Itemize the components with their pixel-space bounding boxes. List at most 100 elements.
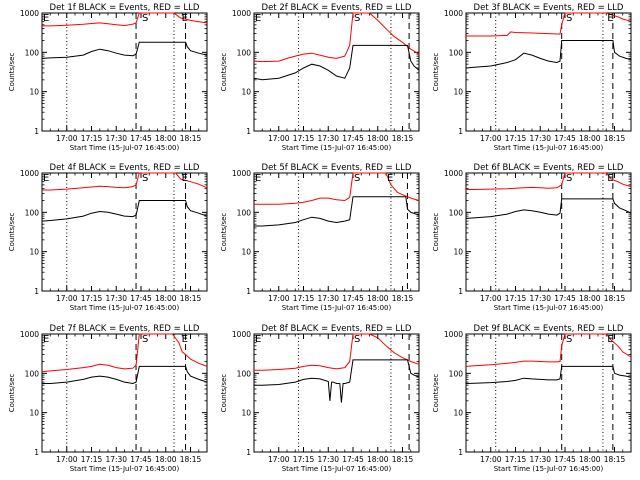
plot-frame xyxy=(254,334,419,452)
x-tick-label: 18:15 xyxy=(392,134,414,143)
interval-marker: S xyxy=(354,173,360,184)
panel-title: Det 8f BLACK = Events, RED = LLD xyxy=(262,324,412,334)
interval-marker: S xyxy=(566,334,572,345)
x-tick-label: 17:30 xyxy=(529,134,551,143)
events-series-line xyxy=(254,360,419,403)
y-tick-label: 100 xyxy=(237,369,252,378)
y-tick-label: 1000 xyxy=(20,9,39,18)
x-axis-label: Start Time (15-Jul-07 16:45:00) xyxy=(494,465,604,473)
y-tick-label: 100 xyxy=(237,48,252,57)
x-tick-label: 18:15 xyxy=(180,455,202,464)
x-tick-label: 17:45 xyxy=(130,455,152,464)
x-tick-label: 17:45 xyxy=(554,134,576,143)
interval-marker: S xyxy=(354,334,360,345)
panel-title: Det 5f BLACK = Events, RED = LLD xyxy=(262,163,412,173)
y-tick-label: 10 xyxy=(453,409,463,418)
y-tick-label: 10 xyxy=(453,248,463,257)
panel-title: Det 1f BLACK = Events, RED = LLD xyxy=(50,3,200,13)
y-tick-label: 1 xyxy=(34,127,39,136)
x-tick-label: 17:00 xyxy=(56,294,78,303)
y-axis-label: Counts/sec xyxy=(8,374,16,413)
y-tick-label: 1 xyxy=(458,127,463,136)
interval-marker: E xyxy=(607,173,613,184)
interval-marker: S xyxy=(566,13,572,24)
interval-marker: E xyxy=(255,173,261,184)
panel-title: Det 2f BLACK = Events, RED = LLD xyxy=(262,3,412,13)
x-tick-label: 18:00 xyxy=(155,455,177,464)
x-tick-label: 18:15 xyxy=(392,294,414,303)
x-tick-label: 18:00 xyxy=(579,294,601,303)
plot-frame xyxy=(254,173,419,291)
y-tick-label: 1 xyxy=(458,448,463,457)
x-axis-label: Start Time (15-Jul-07 16:45:00) xyxy=(282,144,392,152)
events-series-line xyxy=(466,199,631,219)
lld-series-line xyxy=(254,13,419,62)
events-series-line xyxy=(466,366,631,383)
events-series-line xyxy=(42,201,207,222)
x-tick-label: 17:30 xyxy=(317,134,339,143)
y-tick-label: 1000 xyxy=(232,330,251,339)
interval-marker: E xyxy=(182,173,188,184)
y-tick-label: 100 xyxy=(237,208,252,217)
x-tick-label: 17:30 xyxy=(317,455,339,464)
x-axis-label: Start Time (15-Jul-07 16:45:00) xyxy=(494,144,604,152)
y-tick-label: 10 xyxy=(241,88,251,97)
y-tick-label: 10 xyxy=(29,409,39,418)
x-tick-label: 17:00 xyxy=(268,134,290,143)
events-series-line xyxy=(254,197,419,226)
x-tick-label: 18:00 xyxy=(367,134,389,143)
x-tick-label: 17:45 xyxy=(554,294,576,303)
y-tick-label: 1000 xyxy=(444,9,463,18)
y-tick-label: 100 xyxy=(25,48,40,57)
x-tick-label: 17:30 xyxy=(317,294,339,303)
interval-marker: E xyxy=(43,334,49,345)
x-tick-label: 17:45 xyxy=(130,134,152,143)
x-axis-label: Start Time (15-Jul-07 16:45:00) xyxy=(70,144,180,152)
x-tick-label: 18:00 xyxy=(579,134,601,143)
interval-marker: E xyxy=(182,334,188,345)
x-tick-label: 18:00 xyxy=(367,294,389,303)
x-tick-label: 18:00 xyxy=(155,294,177,303)
y-axis-label: Counts/sec xyxy=(8,213,16,252)
y-axis-label: Counts/sec xyxy=(8,53,16,92)
panel-title: Det 6f BLACK = Events, RED = LLD xyxy=(474,163,624,173)
interval-marker: E xyxy=(607,334,613,345)
x-tick-label: 18:15 xyxy=(392,455,414,464)
y-tick-label: 100 xyxy=(449,48,464,57)
y-tick-label: 100 xyxy=(25,369,40,378)
x-tick-label: 17:00 xyxy=(268,294,290,303)
events-series-line xyxy=(254,45,419,79)
y-axis-label: Counts/sec xyxy=(220,374,228,413)
x-tick-label: 17:45 xyxy=(342,294,364,303)
interval-marker: S xyxy=(354,13,360,24)
x-tick-label: 17:00 xyxy=(268,455,290,464)
interval-marker: S xyxy=(142,334,148,345)
y-tick-label: 100 xyxy=(449,208,464,217)
x-axis-label: Start Time (15-Jul-07 16:45:00) xyxy=(282,304,392,312)
x-tick-label: 17:45 xyxy=(554,455,576,464)
x-tick-label: 17:15 xyxy=(505,294,527,303)
x-tick-label: 18:15 xyxy=(604,134,626,143)
interval-marker: E xyxy=(255,334,261,345)
x-tick-label: 17:00 xyxy=(56,134,78,143)
y-tick-label: 1000 xyxy=(444,169,463,178)
y-tick-label: 100 xyxy=(25,208,40,217)
x-tick-label: 17:30 xyxy=(105,134,127,143)
y-tick-label: 1000 xyxy=(20,169,39,178)
interval-marker: S xyxy=(566,173,572,184)
x-tick-label: 18:15 xyxy=(604,294,626,303)
interval-marker: S xyxy=(142,173,148,184)
y-axis-label: Counts/sec xyxy=(432,374,440,413)
x-tick-label: 18:15 xyxy=(180,294,202,303)
y-tick-label: 10 xyxy=(29,248,39,257)
y-axis-label: Counts/sec xyxy=(220,213,228,252)
panel-title: Det 4f BLACK = Events, RED = LLD xyxy=(50,163,200,173)
y-tick-label: 1 xyxy=(246,287,251,296)
y-tick-label: 1000 xyxy=(232,9,251,18)
x-tick-label: 17:15 xyxy=(505,455,527,464)
panel-title: Det 7f BLACK = Events, RED = LLD xyxy=(50,324,200,334)
x-tick-label: 17:15 xyxy=(81,455,103,464)
y-tick-label: 1 xyxy=(34,287,39,296)
interval-marker: E xyxy=(607,13,613,24)
